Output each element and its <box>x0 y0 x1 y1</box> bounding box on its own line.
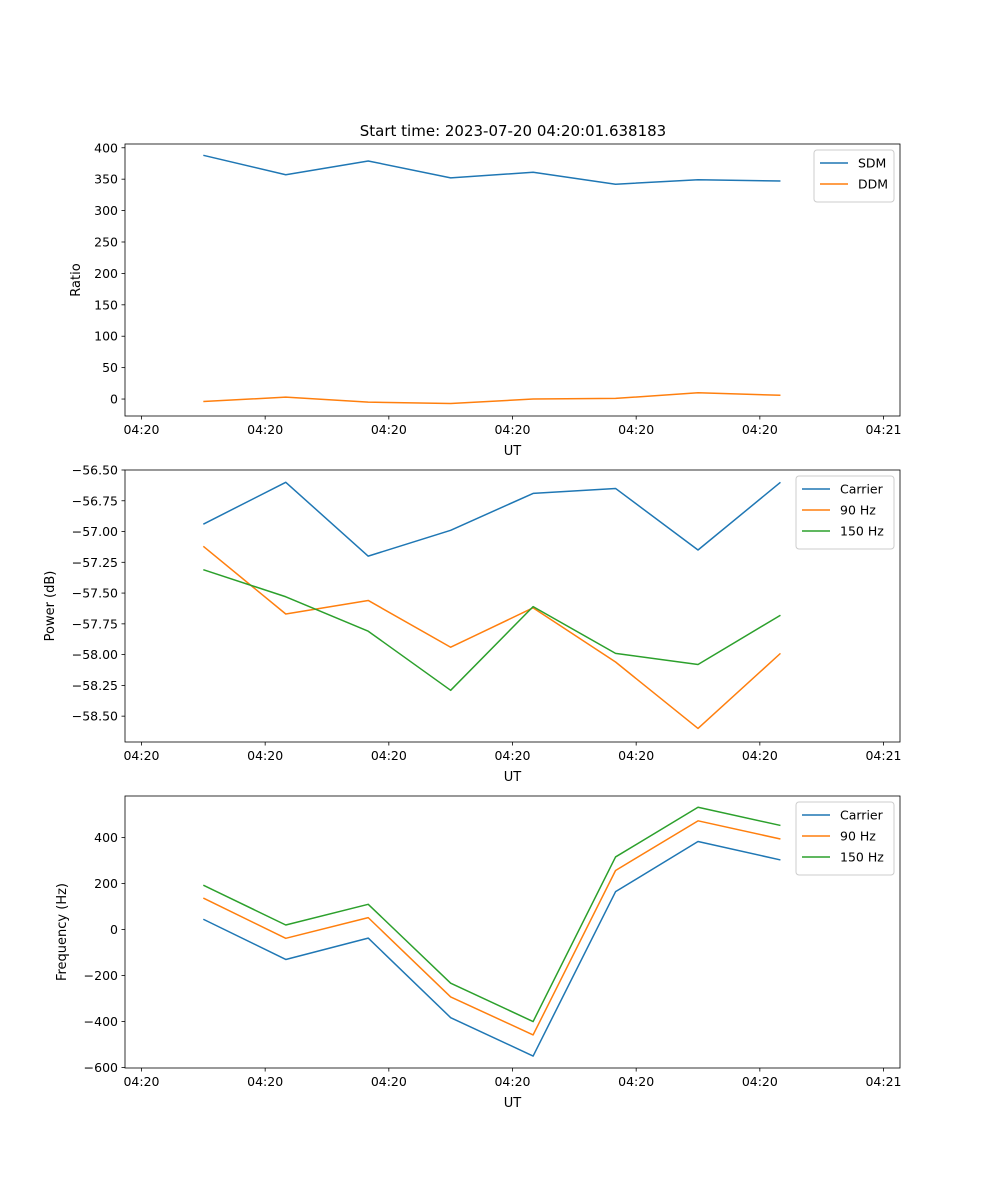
x-tick-label: 04:20 <box>123 1074 159 1089</box>
x-axis-label: UT <box>504 770 522 785</box>
series-line-ddm <box>203 392 781 405</box>
x-tick-label: 04:20 <box>371 422 407 437</box>
y-tick-label: −58.25 <box>72 678 118 693</box>
legend-label: 150 Hz <box>840 524 884 539</box>
series-line-150-hz <box>203 568 781 692</box>
frequency-panel: 04:20 04:20 04:20 04:20 04:20 04:20 04:21 −600 −… <box>55 795 902 1111</box>
y-tick-label: −56.50 <box>72 463 118 478</box>
legend-label: DDM <box>858 177 888 192</box>
y-tick-label: −200 <box>84 968 118 983</box>
y-tick-label: −57.00 <box>72 524 118 539</box>
x-tick-label: 04:21 <box>865 748 901 763</box>
y-tick-label: −56.75 <box>72 493 118 508</box>
x-tick-label: 04:20 <box>618 748 654 763</box>
y-tick-label: −57.50 <box>72 586 118 601</box>
y-tick-label: 50 <box>102 360 118 375</box>
y-tick-label: 350 <box>94 172 118 187</box>
x-tick-label: 04:20 <box>247 748 283 763</box>
legend-label: Carrier <box>840 482 884 497</box>
series-line-90-hz <box>202 820 781 1036</box>
y-tick-label: −57.25 <box>72 555 118 570</box>
x-tick-label: 04:20 <box>742 748 778 763</box>
y-tick-label: 0 <box>110 392 118 407</box>
series-line-carrier <box>202 840 781 1057</box>
y-tick-label: −58.50 <box>72 709 118 724</box>
y-tick-label: −57.75 <box>72 616 118 631</box>
y-tick-label: 200 <box>94 266 118 281</box>
x-tick-label: 04:20 <box>618 1074 654 1089</box>
series-line-carrier <box>202 481 781 557</box>
x-tick-label: 04:21 <box>865 1074 901 1089</box>
y-axis-label: Frequency (Hz) <box>55 883 70 981</box>
x-axis-label: UT <box>504 1096 522 1111</box>
y-tick-label: 250 <box>94 234 118 249</box>
y-tick-label: 150 <box>94 297 118 312</box>
legend-label: 150 Hz <box>840 850 884 865</box>
x-tick-label: 04:20 <box>494 422 530 437</box>
x-tick-label: 04:20 <box>123 422 159 437</box>
x-tick-label: 04:20 <box>371 1074 407 1089</box>
y-tick-label: 100 <box>94 329 118 344</box>
legend-label: 90 Hz <box>840 503 876 518</box>
y-axis-label: Power (dB) <box>43 571 58 642</box>
x-tick-label: 04:20 <box>247 1074 283 1089</box>
legend: Carrier 90 Hz 150 Hz <box>795 475 895 550</box>
y-tick-label: 300 <box>94 203 118 218</box>
series-line-sdm <box>203 154 781 185</box>
x-tick-label: 04:20 <box>742 422 778 437</box>
legend: Carrier 90 Hz 150 Hz <box>795 801 895 876</box>
y-tick-label: 0 <box>110 922 118 937</box>
legend-label: 90 Hz <box>840 829 876 844</box>
y-axis-label: Ratio <box>69 263 84 296</box>
y-tick-label: −58.00 <box>72 647 118 662</box>
y-tick-label: −400 <box>84 1014 118 1029</box>
figure-title: Start time: 2023-07-20 04:20:01.638183 <box>360 122 666 140</box>
x-axis-label: UT <box>504 444 522 459</box>
y-tick-label: 400 <box>94 830 118 845</box>
x-tick-label: 04:21 <box>865 422 901 437</box>
x-tick-label: 04:20 <box>123 748 159 763</box>
ratio-panel: 04:20 04:20 04:20 04:20 04:20 04:20 04:21 0 50 10… <box>69 140 902 459</box>
series-line-150-hz <box>202 806 781 1023</box>
y-tick-label: 200 <box>94 876 118 891</box>
series-line-90-hz <box>202 545 781 730</box>
legend: SDM DDM <box>813 149 895 203</box>
x-tick-label: 04:20 <box>494 748 530 763</box>
x-tick-label: 04:20 <box>247 422 283 437</box>
x-tick-label: 04:20 <box>494 1074 530 1089</box>
x-tick-label: 04:20 <box>371 748 407 763</box>
x-tick-label: 04:20 <box>618 422 654 437</box>
power-panel: 04:20 04:20 04:20 04:20 04:20 04:20 04:21 −56.5… <box>43 463 902 786</box>
legend-label: SDM <box>858 156 886 171</box>
y-tick-label: 400 <box>94 140 118 155</box>
x-tick-label: 04:20 <box>742 1074 778 1089</box>
y-tick-label: −600 <box>84 1060 118 1075</box>
legend-label: Carrier <box>840 808 884 823</box>
